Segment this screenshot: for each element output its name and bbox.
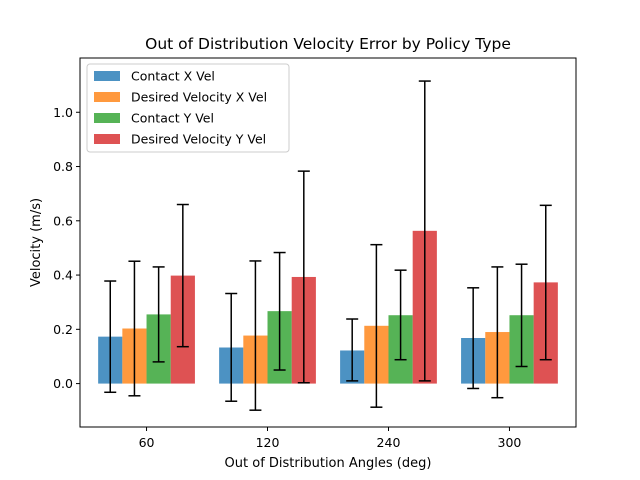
- x-axis-label: Out of Distribution Angles (deg): [225, 456, 432, 471]
- legend-swatch: [94, 71, 120, 81]
- y-tick-label: 0.2: [53, 322, 73, 337]
- legend-label: Desired Velocity Y Vel: [131, 132, 266, 147]
- legend: Contact X Vel Desired Velocity X Vel Conta…: [86, 63, 290, 153]
- legend-label: Desired Velocity X Vel: [131, 90, 267, 105]
- legend-swatch: [94, 113, 120, 123]
- plot-frame: [79, 57, 577, 428]
- plot-area: [98, 80, 558, 411]
- legend-label: Contact X Vel: [131, 69, 215, 84]
- x-tick-label: 120: [256, 435, 280, 450]
- y-tick-label: 0.0: [53, 376, 73, 391]
- legend-swatch: [94, 134, 120, 144]
- legend-box: [86, 63, 290, 153]
- x-tick-label: 300: [498, 435, 522, 450]
- legend-swatch: [94, 92, 120, 102]
- y-axis: 0.0 0.2 0.4 0.6 0.8 1.0: [53, 105, 80, 391]
- y-tick-label: 0.4: [53, 268, 73, 283]
- legend-label: Contact Y Vel: [131, 111, 214, 126]
- y-tick-label: 0.6: [53, 213, 73, 228]
- x-axis: 60 120 240 300: [139, 427, 522, 450]
- y-tick-label: 0.8: [53, 159, 73, 174]
- x-tick-label: 240: [377, 435, 401, 450]
- x-tick-label: 60: [139, 435, 155, 450]
- chart-title: Out of Distribution Velocity Error by Po…: [145, 35, 511, 53]
- y-tick-label: 1.0: [53, 105, 73, 120]
- y-axis-label: Velocity (m/s): [29, 198, 44, 287]
